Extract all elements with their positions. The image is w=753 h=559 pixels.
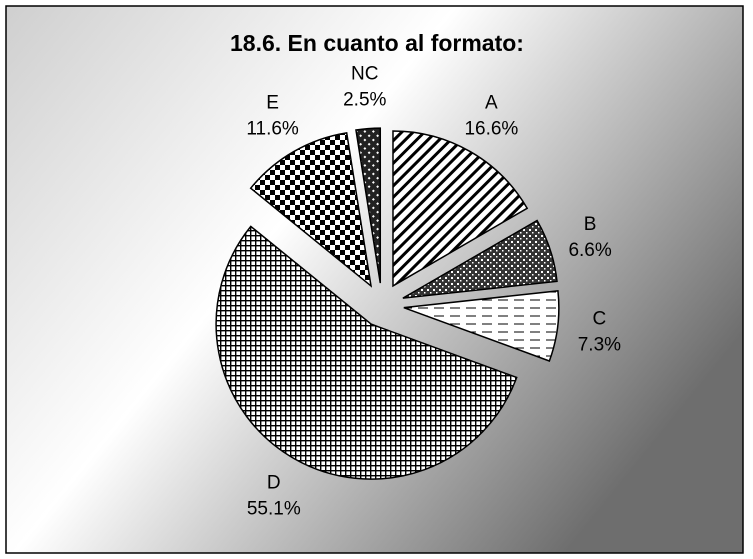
slice-value-label: 2.5%: [343, 90, 386, 111]
slice-value-label: 6.6%: [568, 240, 611, 261]
slice-label: E: [266, 92, 279, 113]
pie-slice: [403, 290, 560, 362]
slice-value-label: 55.1%: [247, 498, 301, 519]
chart-title: 18.6. En cuanto al formato:: [230, 30, 524, 56]
slice-value-label: 7.3%: [578, 335, 621, 356]
pie-slice: [392, 130, 529, 288]
pie-slice: [249, 132, 373, 288]
slice-value-label: 11.6%: [246, 118, 299, 139]
slice-label: C: [593, 309, 607, 330]
pie-slice: [215, 225, 518, 480]
slice-label: NC: [351, 64, 378, 85]
pie-slice: [355, 127, 382, 284]
slice-value-label: 16.6%: [464, 118, 518, 139]
pie-slice: [402, 219, 558, 299]
slice-label: B: [584, 214, 597, 235]
slice-label: D: [267, 472, 281, 493]
slice-label: A: [485, 92, 498, 113]
